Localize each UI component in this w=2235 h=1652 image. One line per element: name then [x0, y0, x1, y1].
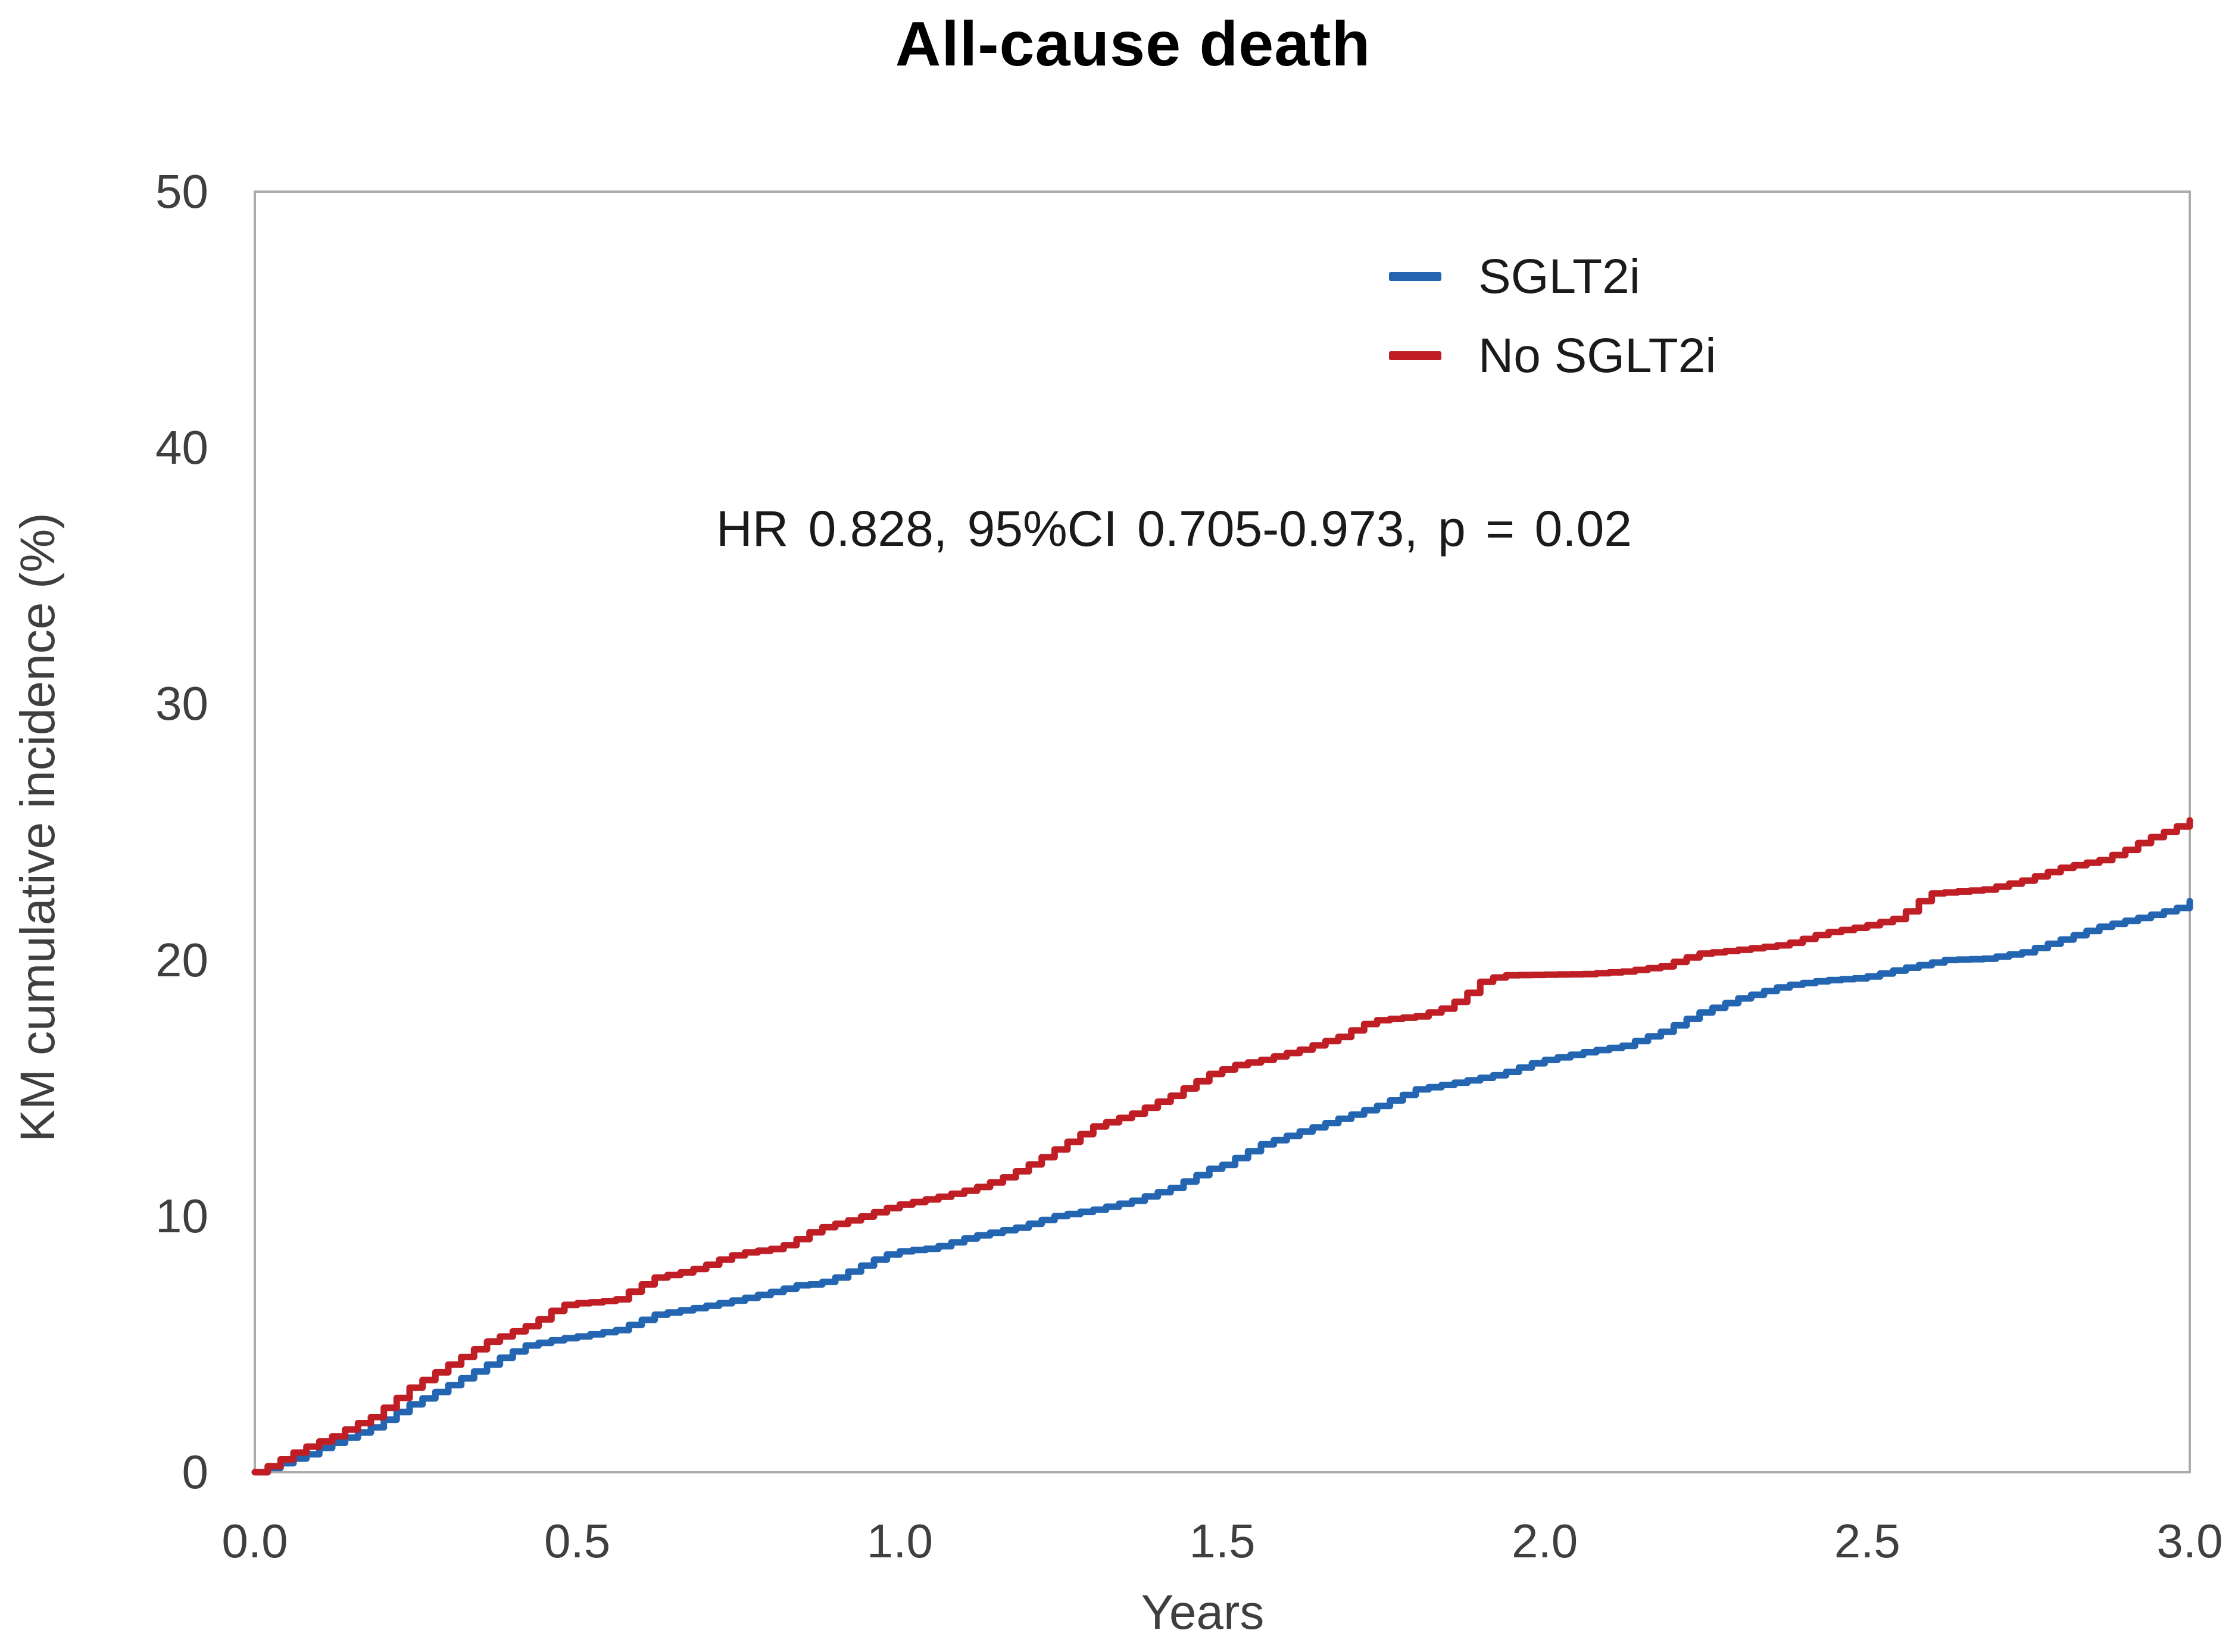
x-tick-label-0.5: 0.5 [544, 1514, 611, 1567]
y-tick-label-40: 40 [155, 421, 208, 474]
legend-line-swatch [1389, 272, 1441, 281]
x-tick-label-1.5: 1.5 [1189, 1514, 1256, 1567]
y-tick-label-0: 0 [182, 1445, 209, 1498]
y-tick-label-10: 10 [155, 1189, 208, 1242]
legend-label: No SGLT2i [1478, 328, 1716, 383]
y-tick-label-30: 30 [155, 677, 208, 730]
hazard-ratio-annotation: HR 0.828, 95%CI 0.705-0.973, p = 0.02 [716, 501, 1632, 557]
legend-row-no-sglt2i: No SGLT2i [1389, 316, 1716, 395]
plot-border [254, 191, 2191, 1473]
x-tick-label-1.0: 1.0 [866, 1514, 933, 1567]
legend-row-sglt2i: SGLT2i [1389, 237, 1716, 316]
x-tick-label-0.0: 0.0 [221, 1514, 288, 1567]
legend-label: SGLT2i [1478, 249, 1640, 304]
y-tick-label-20: 20 [155, 933, 208, 986]
x-tick-label-3.0: 3.0 [2156, 1514, 2223, 1567]
legend-line-swatch [1389, 351, 1441, 360]
x-tick-label-2.5: 2.5 [1834, 1514, 1900, 1567]
y-tick-label-50: 50 [155, 165, 208, 218]
series-curve-sglt2i [251, 898, 2193, 1476]
series-curve-no-sglt2i [251, 817, 2193, 1476]
x-tick-label-2.0: 2.0 [1512, 1514, 1578, 1567]
chart-title: All-cause death [895, 9, 1371, 79]
legend: SGLT2i No SGLT2i [1389, 237, 1716, 395]
x-axis-title: Years [1141, 1585, 1265, 1639]
